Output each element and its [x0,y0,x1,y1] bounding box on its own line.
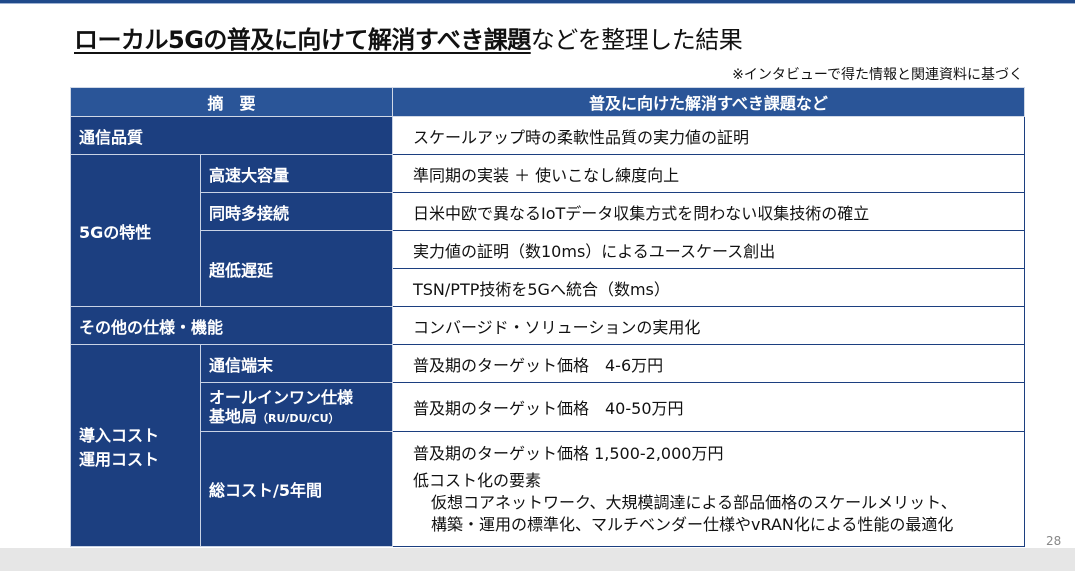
text-line: 普及期のターゲット価格 1,500-2,000万円 [413,443,724,463]
row-text: スケールアップ時の柔軟性品質の実力値の証明 [392,116,1025,155]
issues-table: 摘 要普及に向けた解消すべき課題など 通信品質 スケールアップ時の柔軟性品質の実力… [70,87,1025,547]
row-text: 日米中欧で異なるIoTデータ収集方式を問わない収集技術の確立 [392,192,1025,231]
header-summary: 摘 要 [70,87,393,117]
text-line: 構築・運用の標準化、マルチベンダー仕様やvRAN化による性能の最適化 [431,514,954,534]
page-number: 28 [1046,534,1062,548]
label-line: オールインワン仕様 [209,387,354,407]
row-text: 準同期の実装 ＋ 使いこなし練度向上 [392,154,1025,193]
group-label-line: 運用コスト [79,449,160,469]
row-label: 通信端末 [200,344,393,383]
header-issues: 普及に向けた解消すべき課題など [392,87,1025,117]
row-text: 普及期のターゲット価格 1,500-2,000万円 低コスト化の要素仮想コアネット… [392,431,1025,547]
row-label: 同時多接続 [200,192,393,231]
title-emphasis: ローカル5Gの普及に向けて解消すべき課題 [74,26,531,54]
page-title: ローカル5Gの普及に向けて解消すべき課題などを整理した結果 [74,20,743,55]
row-label: 高速大容量 [200,154,393,193]
table-row: 総コスト/5年間 普及期のターゲット価格 1,500-2,000万円 低コスト化の要… [71,431,1025,547]
group-label: 導入コスト運用コスト [70,344,201,547]
group-label: 5Gの特性 [70,154,201,307]
row-label: オールインワン仕様 基地局（RU/DU/CU） [200,382,393,432]
group-label-line: 導入コスト [79,425,160,445]
table-row: その他の仕様・機能 コンバージド・ソリューションの実用化 [70,306,1025,345]
row-label: 総コスト/5年間 [200,431,393,547]
table-row: 通信品質 スケールアップ時の柔軟性品質の実力値の証明 [70,116,1025,155]
source-note: ※インタビューで得た情報と関連資料に基づく [732,67,1023,83]
label-small: （RU/DU/CU） [257,412,340,425]
table-row: 同時多接続 日米中欧で異なるIoTデータ収集方式を問わない収集技術の確立 [71,192,1025,231]
row-text: 普及期のターゲット価格 40-50万円 [392,382,1025,432]
table-row: TSN/PTP技術を5Gへ統合（数ms） [71,268,1025,307]
text-line: 低コスト化の要素 [413,471,542,491]
label-line: 基地局 [209,407,258,426]
title-rest: などを整理した結果 [530,26,743,54]
table-row: 導入コスト 運用コスト 通信端末 普及期のターゲット価格 4-6万円 [70,344,1025,547]
row-text: TSN/PTP技術を5Gへ統合（数ms） [392,268,1025,307]
table-row: 5Gの特性 高速大容量 準同期の実装 ＋ 使いこなし練度向上 [70,154,1025,307]
row-text: コンバージド・ソリューションの実用化 [392,306,1025,345]
text-line: 仮想コアネットワーク、大規模調達による部品価格のスケールメリット、 [431,493,957,512]
bottom-strip [0,548,1075,571]
row-label: その他の仕様・機能 [70,306,393,345]
row-text: 普及期のターゲット価格 4-6万円 [392,344,1025,383]
row-label: 通信品質 [70,116,393,155]
table-row: 超低遅延 実力値の証明（数10ms）によるユースケース創出 [71,230,1025,307]
table-row: オールインワン仕様 基地局（RU/DU/CU） 普及期のターゲット価格 40-50万… [71,382,1025,432]
row-text: 実力値の証明（数10ms）によるユースケース創出 [392,230,1025,269]
top-bar [0,0,1075,4]
row-label: 超低遅延 [200,230,393,307]
